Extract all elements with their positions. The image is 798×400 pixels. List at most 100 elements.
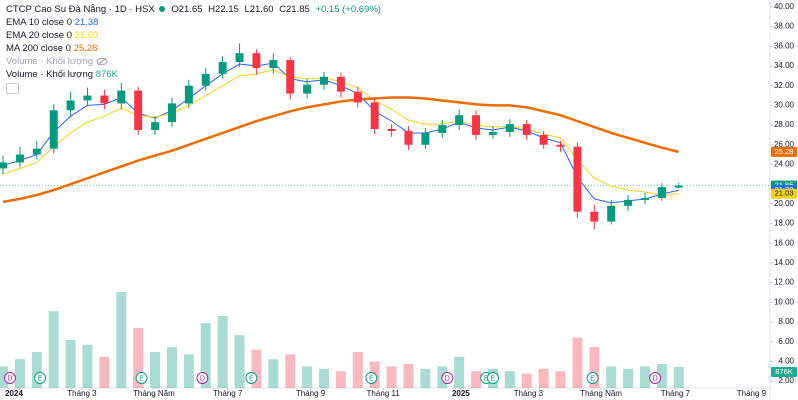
event-label: E bbox=[484, 375, 489, 382]
price-badge-label: 21.03 bbox=[775, 189, 794, 198]
legend-name: Volume · Khối lượng bbox=[6, 69, 94, 80]
event-label: E bbox=[491, 375, 496, 382]
event-marker bbox=[441, 372, 454, 384]
hidden-icon[interactable] bbox=[96, 57, 108, 66]
legend-item[interactable]: Volume · Khối lượng 876K bbox=[6, 68, 381, 81]
volume-bar bbox=[403, 364, 414, 388]
y-tick-label: 30.00 bbox=[774, 100, 795, 109]
y-tick-label: 36.00 bbox=[774, 41, 795, 50]
volume-bar bbox=[386, 366, 397, 388]
y-tick-label: 24.00 bbox=[774, 160, 795, 169]
event-label: D bbox=[7, 375, 12, 382]
event-label: E bbox=[38, 375, 43, 382]
volume-bar bbox=[639, 366, 650, 388]
event-label: D bbox=[445, 375, 450, 382]
candle-body bbox=[269, 60, 278, 68]
candle-body bbox=[640, 197, 649, 200]
event-label: D bbox=[200, 375, 205, 382]
candle-body bbox=[573, 146, 582, 212]
ohlc: O21.65 bbox=[171, 4, 203, 15]
candle-body bbox=[49, 110, 58, 149]
candle-body bbox=[624, 199, 633, 206]
candle-body bbox=[252, 53, 261, 68]
legend-value: 876K bbox=[95, 69, 118, 80]
candle-body bbox=[404, 130, 413, 145]
x-tick-label: Tháng 9 bbox=[737, 389, 767, 398]
y-tick-label: 2.00 bbox=[778, 376, 794, 385]
legend-item[interactable]: MA 200 close 0 25.28 bbox=[6, 42, 381, 55]
candle-body bbox=[505, 124, 514, 132]
x-tick-label: 2024 bbox=[5, 389, 23, 398]
candle-body bbox=[83, 95, 92, 101]
event-marker bbox=[486, 372, 499, 384]
x-tick-label: Tháng 11 bbox=[367, 389, 401, 398]
candle-body bbox=[539, 134, 548, 145]
x-tick-label: Tháng 3 bbox=[67, 389, 97, 398]
event-marker bbox=[34, 372, 47, 384]
candle-body bbox=[134, 90, 143, 130]
volume-bar bbox=[217, 316, 228, 388]
volume-bar bbox=[116, 292, 127, 388]
price-badge-label: 25.28 bbox=[775, 147, 794, 156]
x-tick-label: 2025 bbox=[452, 389, 470, 398]
legend: CTCP Cao Su Đà Nẵng · 1D · HSX O21.65 H2… bbox=[6, 3, 381, 98]
candle-body bbox=[336, 76, 345, 92]
y-tick-label: 40.00 bbox=[774, 2, 795, 11]
volume-badge bbox=[771, 367, 797, 377]
event-marker bbox=[649, 372, 662, 384]
collapse[interactable] bbox=[6, 81, 381, 98]
volume-badge-label: 876K bbox=[775, 367, 793, 376]
y-tick-label: 18.00 bbox=[774, 219, 795, 228]
event-marker bbox=[196, 372, 209, 384]
legend-name: EMA 20 close 0 bbox=[6, 30, 73, 41]
price-axis bbox=[770, 0, 798, 400]
ohlc: C21.85 bbox=[279, 4, 310, 15]
legend-item[interactable]: Volume · Khối lượng bbox=[6, 55, 381, 68]
volume-bar bbox=[623, 368, 634, 388]
candle-body bbox=[286, 60, 295, 94]
event-label: E bbox=[369, 375, 374, 382]
candle-body bbox=[235, 53, 244, 63]
candle-body bbox=[32, 148, 41, 155]
y-tick-label: 12.00 bbox=[774, 278, 795, 287]
candle-body bbox=[370, 102, 379, 130]
collapse-button[interactable] bbox=[6, 83, 19, 94]
x-tick-label: Tháng 7 bbox=[213, 389, 243, 398]
legend-item[interactable]: EMA 10 close 0 21.38 bbox=[6, 16, 381, 29]
x-tick-label: Tháng Năm bbox=[580, 389, 622, 398]
volume-bar bbox=[302, 366, 313, 388]
y-tick-label: 6.00 bbox=[778, 337, 794, 346]
volume-bar bbox=[589, 347, 600, 388]
volume-bar bbox=[285, 354, 296, 388]
volume-bar bbox=[555, 371, 566, 388]
volume-bar bbox=[0, 366, 9, 388]
legend-item[interactable]: EMA 20 close 0 21.03 bbox=[6, 29, 381, 42]
candle-body bbox=[151, 122, 160, 130]
candle-body bbox=[66, 100, 75, 111]
volume-bar bbox=[572, 337, 583, 388]
candle-body bbox=[201, 73, 210, 86]
candle-body bbox=[117, 90, 126, 104]
volume-bar bbox=[14, 359, 25, 388]
chart-title: CTCP Cao Su Đà Nẵng · 1D · HSX bbox=[6, 4, 155, 15]
indicator-line bbox=[2, 96, 680, 204]
volume-bar bbox=[183, 354, 194, 388]
volume-bar bbox=[454, 356, 465, 388]
volume-bar bbox=[251, 349, 262, 388]
candle-body bbox=[100, 95, 109, 104]
event-label: D bbox=[653, 375, 658, 382]
volume-bar bbox=[673, 366, 684, 388]
legend-value: 21.03 bbox=[74, 30, 99, 41]
y-tick-label: 34.00 bbox=[774, 61, 795, 70]
volume-bar bbox=[268, 359, 279, 388]
volume-bar bbox=[656, 364, 667, 388]
x-tick-label: Tháng 3 bbox=[514, 389, 544, 398]
candle-body bbox=[607, 205, 616, 222]
y-tick-label: 32.00 bbox=[774, 81, 795, 90]
volume-bar bbox=[133, 328, 144, 388]
volume-bar bbox=[521, 373, 532, 388]
legend-name: Volume · Khối lượng bbox=[6, 56, 94, 67]
event-marker bbox=[135, 372, 148, 384]
